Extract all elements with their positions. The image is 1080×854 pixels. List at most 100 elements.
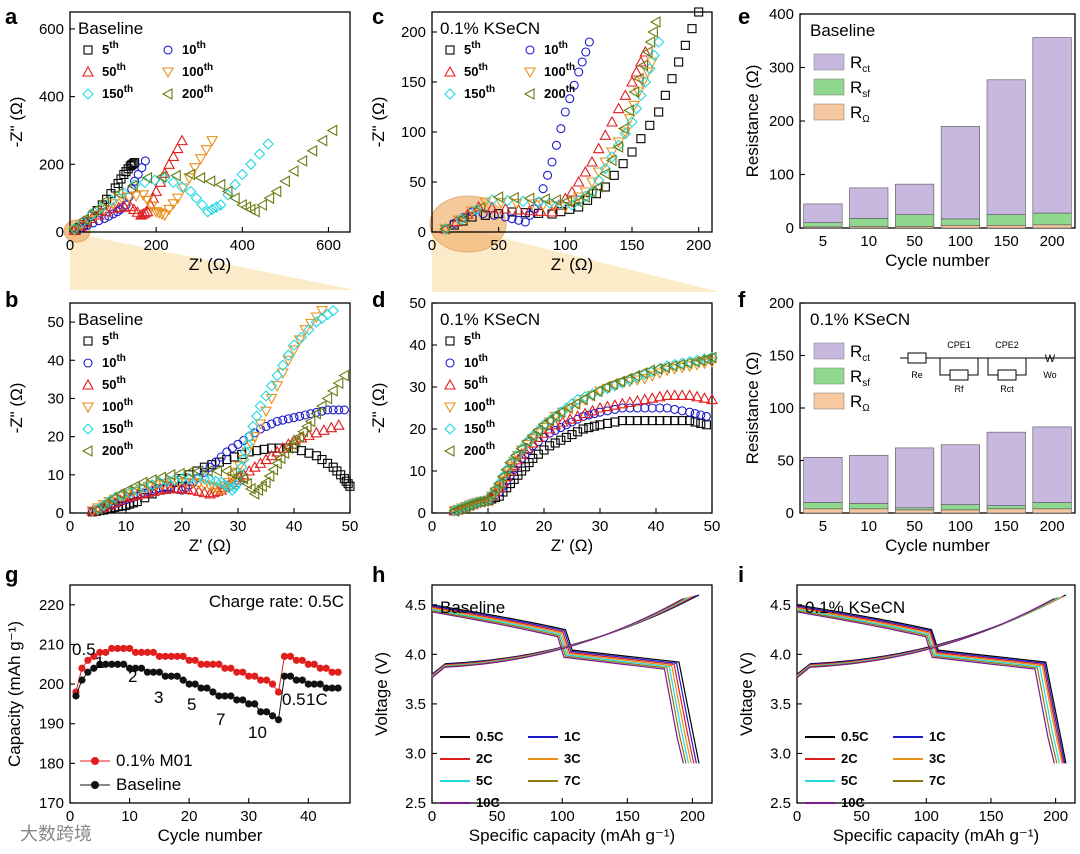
legend-label-c-150: 150th [464,84,495,101]
y-tick-label-d-4: 40 [409,337,426,354]
rate-label-g-6: 10 [248,723,267,742]
data-point-b-200-0 [91,503,103,516]
x-tick-label-a-1: 200 [144,237,169,254]
data-point-g-1-23 [209,688,217,696]
data-point-d-5-26 [556,435,566,445]
data-point-a-200-23 [287,165,299,178]
data-point-c-200-12 [592,181,604,193]
data-point-a-50-24 [176,134,188,146]
axes-frame-d [431,302,713,514]
data-point-g-1-32 [262,708,271,716]
x-tick-label-i-1: 50 [853,808,870,825]
bar-f-Rct-0 [803,457,843,503]
wire-rf-r [968,358,979,376]
legend-marker-g-0 [91,757,99,765]
data-point-d-5-27 [561,432,571,442]
legend-label-b-200: 200th [102,441,133,458]
y-tick-label-c-2: 100 [401,124,426,141]
data-point-c-200-23 [647,26,658,38]
legend-label-i-5C: 5C [841,773,858,788]
data-point-a-200-9 [184,168,196,181]
data-point-a-200-13 [221,185,233,198]
data-point-g-0-1 [78,664,86,672]
data-point-c-10-15 [547,157,557,167]
data-point-g-1-9 [125,664,134,672]
data-point-b-10-48 [306,409,316,419]
y-tick-label-g-1: 180 [39,755,64,772]
legend-marker-c-5 [445,45,455,55]
data-point-d-10-45 [685,407,695,417]
y-tick-label-h-3: 4.0 [405,646,426,663]
y-tick-label-b-3: 30 [47,390,64,407]
data-point-b-10-42 [272,416,282,426]
x-tick-label-f-1: 10 [860,518,877,535]
data-point-b-200-27 [271,457,282,470]
data-point-d-10-44 [677,406,687,416]
x-tick-label-c-3: 150 [619,237,644,254]
data-point-d-200-32 [614,375,626,388]
legend-label-b-150: 150th [102,419,133,436]
data-point-a-100-19 [177,183,190,195]
data-point-a-200-25 [306,144,318,157]
data-point-d-200-27 [577,393,588,406]
data-point-a-50-20 [158,167,171,178]
data-point-d-50-27 [571,410,584,421]
data-point-b-5-44 [343,479,353,489]
data-point-c-100-16 [606,147,618,159]
x-tick-label-f-0: 5 [819,518,827,535]
data-point-d-50-25 [556,415,569,427]
data-point-d-10-40 [647,403,657,413]
data-point-b-50-16 [176,482,188,494]
data-point-d-5-44 [677,416,687,426]
resistor-rf [949,369,969,381]
data-point-d-50-16 [508,459,521,470]
axes-frame-i [796,584,1076,804]
data-point-d-50-26 [564,413,577,424]
bar-f-Rct-5 [1032,426,1072,503]
data-point-g-0-40 [310,660,318,668]
data-point-g-1-5 [102,660,110,668]
data-point-g-0-11 [137,648,146,656]
x-tick-label-d-0: 0 [428,518,436,535]
data-point-a-100-21 [188,163,201,174]
panel-title-i: 0.1% KSeCN [805,598,905,617]
y-tick-label-b-0: 0 [56,505,64,522]
x-tick-label-d-4: 40 [648,518,665,535]
bar-f-Rsf-3 [940,504,980,511]
data-point-a-100-17 [167,199,180,210]
data-point-b-200-9 [164,468,176,481]
data-point-d-200-23 [549,410,560,423]
data-point-g-0-27 [233,668,241,676]
data-point-c-50-4 [486,201,498,213]
legend-swatch-e-2 [813,103,845,121]
data-point-g-0-31 [257,676,265,684]
data-point-c-150-1 [455,213,467,226]
y-tick-label-g-3: 200 [39,676,64,693]
legend-label-c-100: 100th [544,62,575,79]
data-point-b-200-21 [248,487,260,500]
data-point-a-100-8 [130,191,142,203]
rate-label-g-3: 3 [154,688,163,707]
data-point-d-50-36 [638,393,651,405]
legend-label-g-1: Baseline [116,775,181,794]
legend-swatch-f-2 [813,392,845,410]
y-tick-label-d-0: 0 [418,505,426,522]
legend-marker-d-5 [445,336,455,346]
data-point-c-50-22 [630,65,643,77]
data-point-b-200-33 [293,430,305,443]
data-point-c-10-9 [520,217,530,227]
data-point-c-100-13 [586,177,598,189]
data-point-d-200-14 [500,463,512,476]
legend-label-h-0.5C: 0.5C [476,729,504,744]
data-point-a-150-12 [184,185,197,198]
data-point-d-200-11 [489,483,501,496]
data-point-a-5-16 [127,160,137,170]
data-point-c-150-2 [470,203,483,216]
data-point-c-150-22 [643,62,656,75]
data-point-d-200-0 [448,504,459,517]
legend-label-a-100: 100th [182,62,213,79]
data-point-g-1-37 [292,676,300,684]
discharge-curve-h-2C [431,606,695,764]
bar-f-Rct-1 [849,454,889,504]
bar-f-R-4 [986,508,1026,514]
